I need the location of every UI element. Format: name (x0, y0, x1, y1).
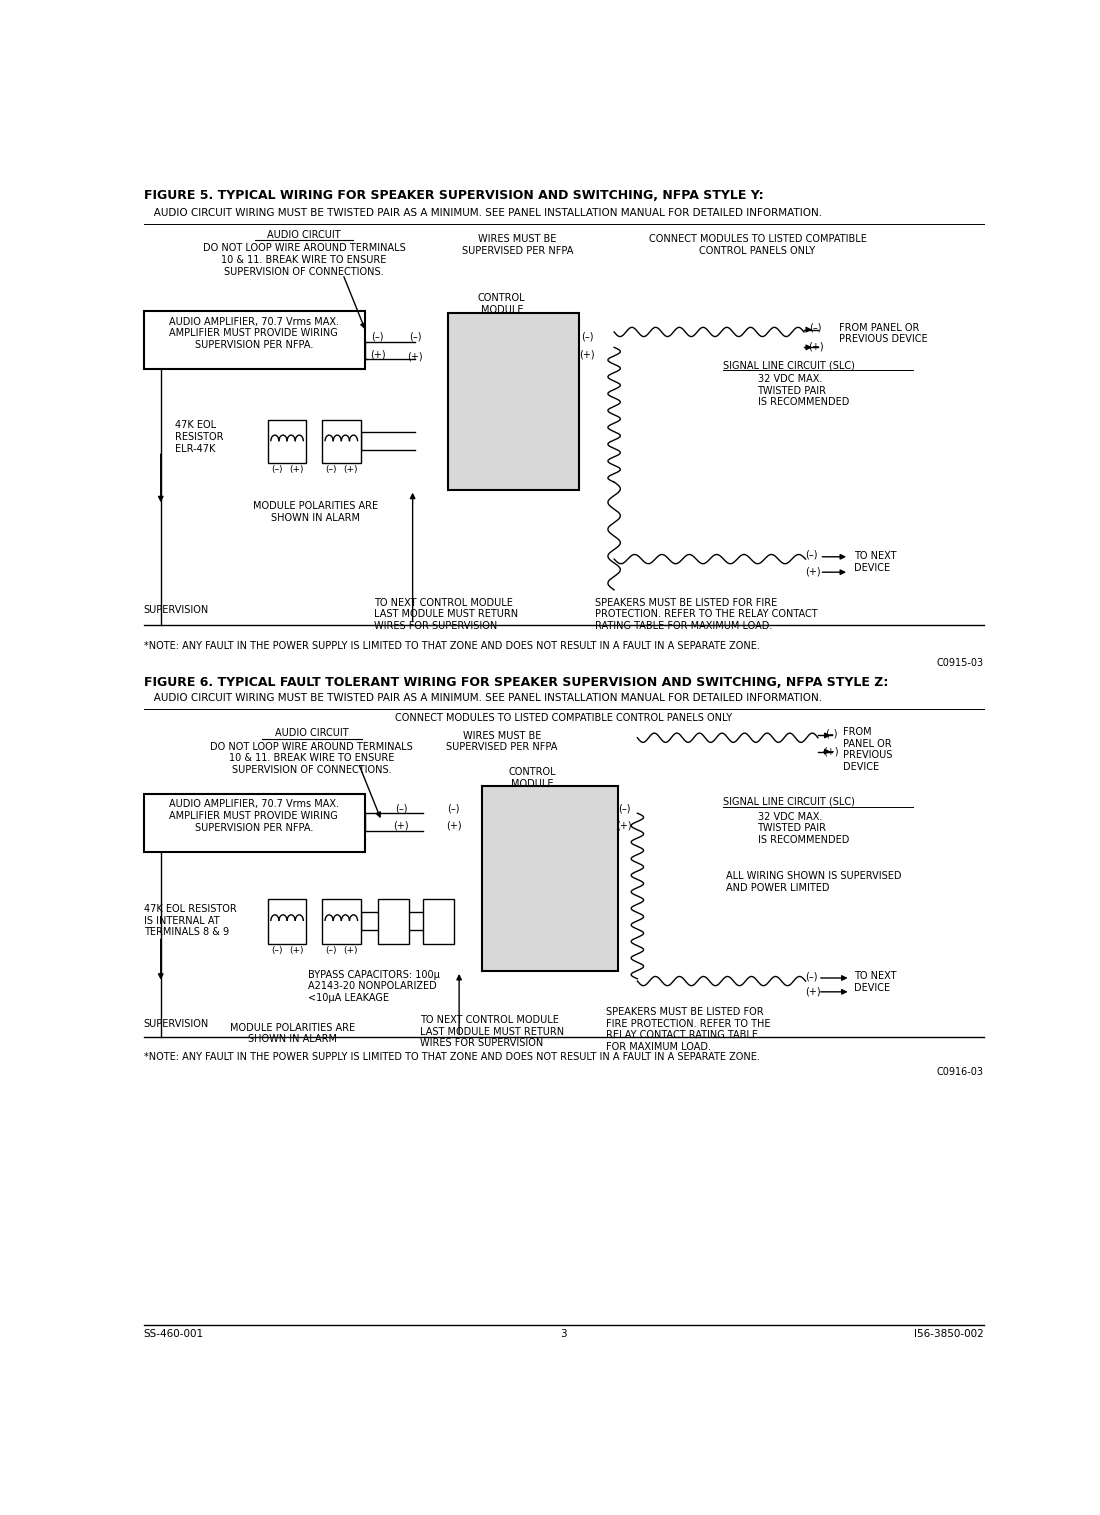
Text: SIGNAL LINE CIRCUIT (SLC): SIGNAL LINE CIRCUIT (SLC) (723, 361, 855, 371)
Text: AUDIO AMPLIFIER, 70.7 Vrms MAX.
AMPLIFIER MUST PROVIDE WIRING
SUPERVISION PER NF: AUDIO AMPLIFIER, 70.7 Vrms MAX. AMPLIFIE… (168, 800, 339, 833)
Text: ALL WIRING SHOWN IS SUPERVISED
AND POWER LIMITED: ALL WIRING SHOWN IS SUPERVISED AND POWER… (726, 871, 902, 892)
Text: MODULE POLARITIES ARE
SHOWN IN ALARM: MODULE POLARITIES ARE SHOWN IN ALARM (230, 1023, 355, 1044)
Text: DO NOT LOOP WIRE AROUND TERMINALS
10 & 11. BREAK WIRE TO ENSURE
SUPERVISION OF C: DO NOT LOOP WIRE AROUND TERMINALS 10 & 1… (202, 244, 406, 277)
Text: (–): (–) (581, 332, 593, 342)
Text: SUPERVISION: SUPERVISION (144, 1018, 209, 1029)
Text: (+): (+) (343, 465, 359, 474)
Text: C0916-03: C0916-03 (937, 1067, 983, 1077)
Text: AUDIO CIRCUIT WIRING MUST BE TWISTED PAIR AS A MINIMUM. SEE PANEL INSTALLATION M: AUDIO CIRCUIT WIRING MUST BE TWISTED PAI… (144, 208, 822, 218)
Text: CONNECT MODULES TO LISTED COMPATIBLE
CONTROL PANELS ONLY: CONNECT MODULES TO LISTED COMPATIBLE CON… (649, 235, 867, 256)
Bar (267, 900, 307, 944)
Text: (+): (+) (289, 465, 304, 474)
Text: BYPASS CAPACITORS: 100μ
A2143-20 NONPOLARIZED
<10μA LEAKAGE: BYPASS CAPACITORS: 100μ A2143-20 NONPOLA… (308, 970, 440, 1003)
Text: (–): (–) (372, 332, 384, 342)
Text: (–): (–) (326, 947, 337, 956)
Bar (448, 312, 580, 489)
Bar (322, 421, 361, 464)
Text: (+): (+) (805, 986, 822, 997)
Text: (–): (–) (825, 729, 837, 738)
Text: (+): (+) (289, 947, 304, 956)
Text: (+): (+) (580, 350, 595, 359)
Bar (322, 900, 361, 944)
Text: SUPERVISION: SUPERVISION (144, 606, 209, 615)
Text: 3: 3 (560, 1329, 568, 1339)
Text: (+): (+) (805, 567, 822, 577)
Text: TO NEXT
DEVICE: TO NEXT DEVICE (855, 971, 896, 992)
Text: TO NEXT CONTROL MODULE
LAST MODULE MUST RETURN
WIRES FOR SUPERVISION: TO NEXT CONTROL MODULE LAST MODULE MUST … (374, 597, 518, 630)
Text: (+): (+) (446, 821, 462, 830)
Text: (+): (+) (616, 821, 632, 830)
Text: (+): (+) (807, 342, 824, 351)
Text: CONNECT MODULES TO LISTED COMPATIBLE CONTROL PANELS ONLY: CONNECT MODULES TO LISTED COMPATIBLE CON… (395, 714, 733, 723)
Text: 32 VDC MAX.
TWISTED PAIR
IS RECOMMENDED: 32 VDC MAX. TWISTED PAIR IS RECOMMENDED (758, 812, 849, 845)
Text: (–): (–) (618, 804, 630, 814)
Text: FROM
PANEL OR
PREVIOUS
DEVICE: FROM PANEL OR PREVIOUS DEVICE (843, 727, 892, 771)
Bar (144, 794, 364, 851)
Text: AUDIO AMPLIFIER, 70.7 Vrms MAX.
AMPLIFIER MUST PROVIDE WIRING
SUPERVISION PER NF: AUDIO AMPLIFIER, 70.7 Vrms MAX. AMPLIFIE… (168, 317, 339, 350)
Text: WIRES MUST BE
SUPERVISED PER NFPA: WIRES MUST BE SUPERVISED PER NFPA (447, 730, 558, 753)
Text: SPEAKERS MUST BE LISTED FOR
FIRE PROTECTION. REFER TO THE
RELAY CONTACT RATING T: SPEAKERS MUST BE LISTED FOR FIRE PROTECT… (606, 1007, 771, 1051)
Text: (–): (–) (326, 465, 337, 474)
Text: TO NEXT CONTROL MODULE
LAST MODULE MUST RETURN
WIRES FOR SUPERVISION: TO NEXT CONTROL MODULE LAST MODULE MUST … (420, 1015, 564, 1048)
Text: FROM PANEL OR
PREVIOUS DEVICE: FROM PANEL OR PREVIOUS DEVICE (839, 323, 927, 344)
Text: 47K EOL
RESISTOR
ELR-47K: 47K EOL RESISTOR ELR-47K (175, 421, 223, 453)
Text: CONTROL
MODULE: CONTROL MODULE (477, 294, 526, 315)
Text: (–): (–) (395, 804, 407, 814)
Text: SS-460-001: SS-460-001 (144, 1329, 204, 1339)
Text: MODULE POLARITIES ARE
SHOWN IN ALARM: MODULE POLARITIES ARE SHOWN IN ALARM (253, 501, 378, 523)
Text: CONTROL
MODULE: CONTROL MODULE (509, 767, 557, 789)
Text: (–): (–) (448, 804, 460, 814)
Text: WIRES MUST BE
SUPERVISED PER NFPA: WIRES MUST BE SUPERVISED PER NFPA (462, 235, 573, 256)
Text: (+): (+) (343, 947, 359, 956)
Bar (377, 900, 409, 944)
Text: (–): (–) (805, 550, 818, 561)
Text: (+): (+) (823, 747, 839, 756)
Text: (–): (–) (409, 332, 421, 342)
Text: 47K EOL RESISTOR
IS INTERNAL AT
TERMINALS 8 & 9: 47K EOL RESISTOR IS INTERNAL AT TERMINAL… (144, 904, 236, 938)
Text: 32 VDC MAX.
TWISTED PAIR
IS RECOMMENDED: 32 VDC MAX. TWISTED PAIR IS RECOMMENDED (758, 374, 849, 408)
Text: FIGURE 5. TYPICAL WIRING FOR SPEAKER SUPERVISION AND SWITCHING, NFPA STYLE Y:: FIGURE 5. TYPICAL WIRING FOR SPEAKER SUP… (144, 189, 763, 203)
Text: AUDIO CIRCUIT: AUDIO CIRCUIT (267, 230, 341, 239)
Bar (422, 900, 453, 944)
Text: SIGNAL LINE CIRCUIT (SLC): SIGNAL LINE CIRCUIT (SLC) (723, 797, 855, 806)
Bar (483, 786, 618, 971)
Text: AUDIO CIRCUIT WIRING MUST BE TWISTED PAIR AS A MINIMUM. SEE PANEL INSTALLATION M: AUDIO CIRCUIT WIRING MUST BE TWISTED PAI… (144, 692, 822, 703)
Text: (+): (+) (393, 821, 409, 830)
Text: (–): (–) (271, 465, 283, 474)
Text: DO NOT LOOP WIRE AROUND TERMINALS
10 & 11. BREAK WIRE TO ENSURE
SUPERVISION OF C: DO NOT LOOP WIRE AROUND TERMINALS 10 & 1… (210, 741, 414, 774)
Text: (–): (–) (805, 971, 818, 982)
Text: (–): (–) (271, 947, 283, 956)
Bar (144, 311, 364, 370)
Text: TO NEXT
DEVICE: TO NEXT DEVICE (855, 551, 896, 573)
Text: C0915-03: C0915-03 (937, 658, 983, 668)
Text: AUDIO CIRCUIT: AUDIO CIRCUIT (275, 729, 349, 738)
Bar (267, 421, 307, 464)
Text: SPEAKERS MUST BE LISTED FOR FIRE
PROTECTION. REFER TO THE RELAY CONTACT
RATING T: SPEAKERS MUST BE LISTED FOR FIRE PROTECT… (595, 597, 817, 630)
Text: (+): (+) (370, 350, 386, 359)
Text: I56-3850-002: I56-3850-002 (914, 1329, 983, 1339)
Text: *NOTE: ANY FAULT IN THE POWER SUPPLY IS LIMITED TO THAT ZONE AND DOES NOT RESULT: *NOTE: ANY FAULT IN THE POWER SUPPLY IS … (144, 641, 760, 651)
Text: *NOTE: ANY FAULT IN THE POWER SUPPLY IS LIMITED TO THAT ZONE AND DOES NOT RESULT: *NOTE: ANY FAULT IN THE POWER SUPPLY IS … (144, 1051, 760, 1062)
Text: FIGURE 6. TYPICAL FAULT TOLERANT WIRING FOR SPEAKER SUPERVISION AND SWITCHING, N: FIGURE 6. TYPICAL FAULT TOLERANT WIRING … (144, 676, 888, 689)
Text: (+): (+) (407, 351, 422, 361)
Text: (–): (–) (810, 323, 822, 333)
